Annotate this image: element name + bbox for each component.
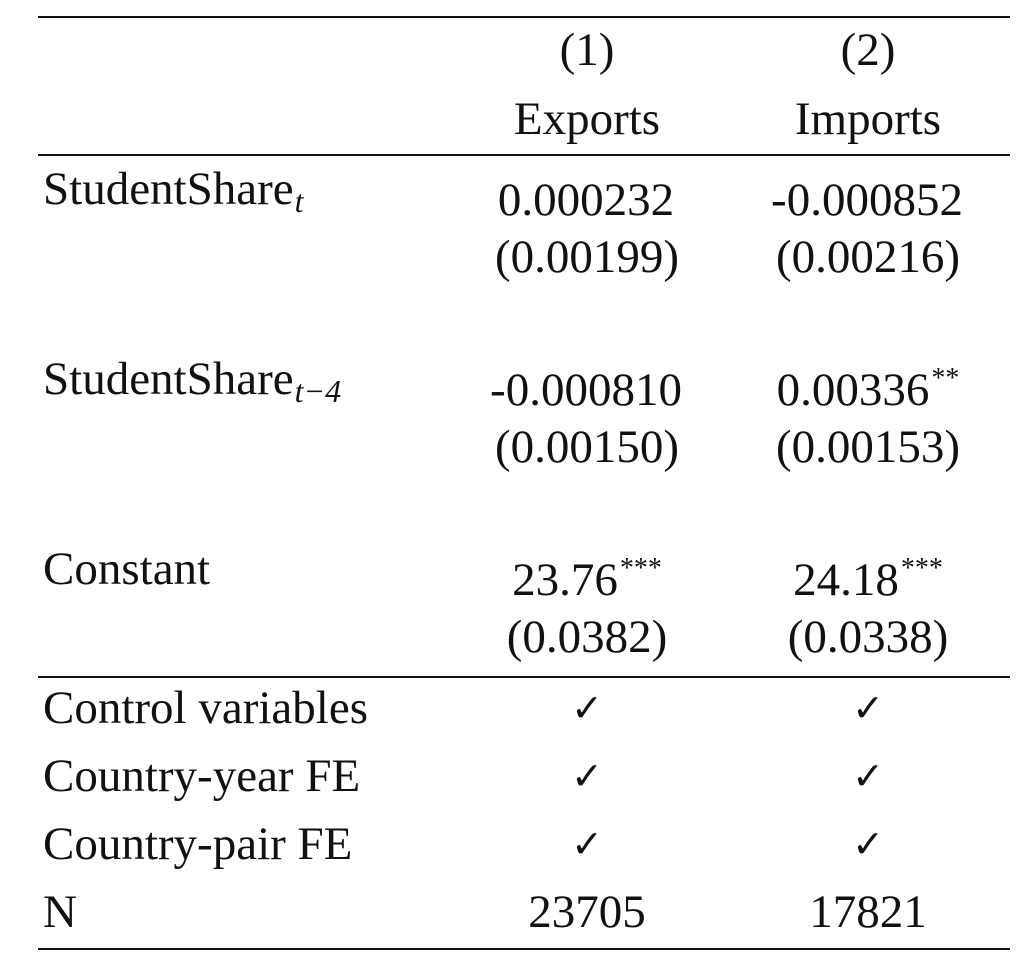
coef-value: -0.000810 [490,364,682,416]
significance-stars: ** [931,363,960,394]
se-studentshare-t-4-imports: (0.00153) [775,421,961,473]
row-label-subscript: t [294,183,304,219]
se-constant-exports: (0.0382) [506,611,668,663]
check-icon: ✓ [571,754,603,798]
row-label-text: Constant [43,543,211,595]
coef-studentshare-t-4-imports: 0.00336** [708,351,1024,418]
col1-number: (1) [559,24,615,76]
n-imports: 17821 [809,886,927,938]
col1-header: Exports [513,93,661,145]
n-label: N [43,886,77,938]
col2-number: (2) [840,24,896,76]
row-label-studentshare-t: StudentSharet [43,161,304,229]
coef-studentshare-t-4-exports: -0.000810 [427,351,747,418]
coef-value: 0.00336 [776,364,930,416]
row-label-constant: Constant [43,541,211,609]
row-label-subscript: t−4 [294,373,342,409]
se-studentshare-t-imports: (0.00216) [775,231,961,283]
check-icon: ✓ [852,754,884,798]
significance-stars: *** [619,553,662,584]
coef-value: 0.000232 [497,174,675,226]
col2-header: Imports [794,93,942,145]
check-icon: ✓ [571,686,603,730]
coef-value: 23.76 [512,554,618,606]
n-exports: 23705 [528,886,646,938]
check-icon: ✓ [852,686,884,730]
check-icon: ✓ [571,822,603,866]
coef-studentshare-t-imports: -0.000852 [708,161,1024,228]
coef-studentshare-t-exports: 0.000232 [427,161,747,228]
se-constant-imports: (0.0338) [787,611,949,663]
country-year-fe-label: Country-year FE [43,750,361,802]
top-rule [38,16,1010,18]
se-studentshare-t-exports: (0.00199) [494,231,680,283]
country-pair-fe-label: Country-pair FE [43,818,353,870]
coef-constant-imports: 24.18*** [708,541,1024,608]
coef-constant-exports: 23.76*** [427,541,747,608]
row-label-studentshare-t-4: StudentSharet−4 [43,351,341,419]
bottom-rule [38,948,1010,950]
controls-rule [38,676,1010,678]
coef-value: -0.000852 [771,174,963,226]
se-studentshare-t-4-exports: (0.00150) [494,421,680,473]
coef-value: 24.18 [793,554,899,606]
header-rule [38,154,1010,156]
significance-stars: *** [900,553,943,584]
check-icon: ✓ [852,822,884,866]
control-variables-label: Control variables [43,682,369,734]
row-label-text: StudentShare [43,163,294,215]
row-label-text: StudentShare [43,353,294,405]
